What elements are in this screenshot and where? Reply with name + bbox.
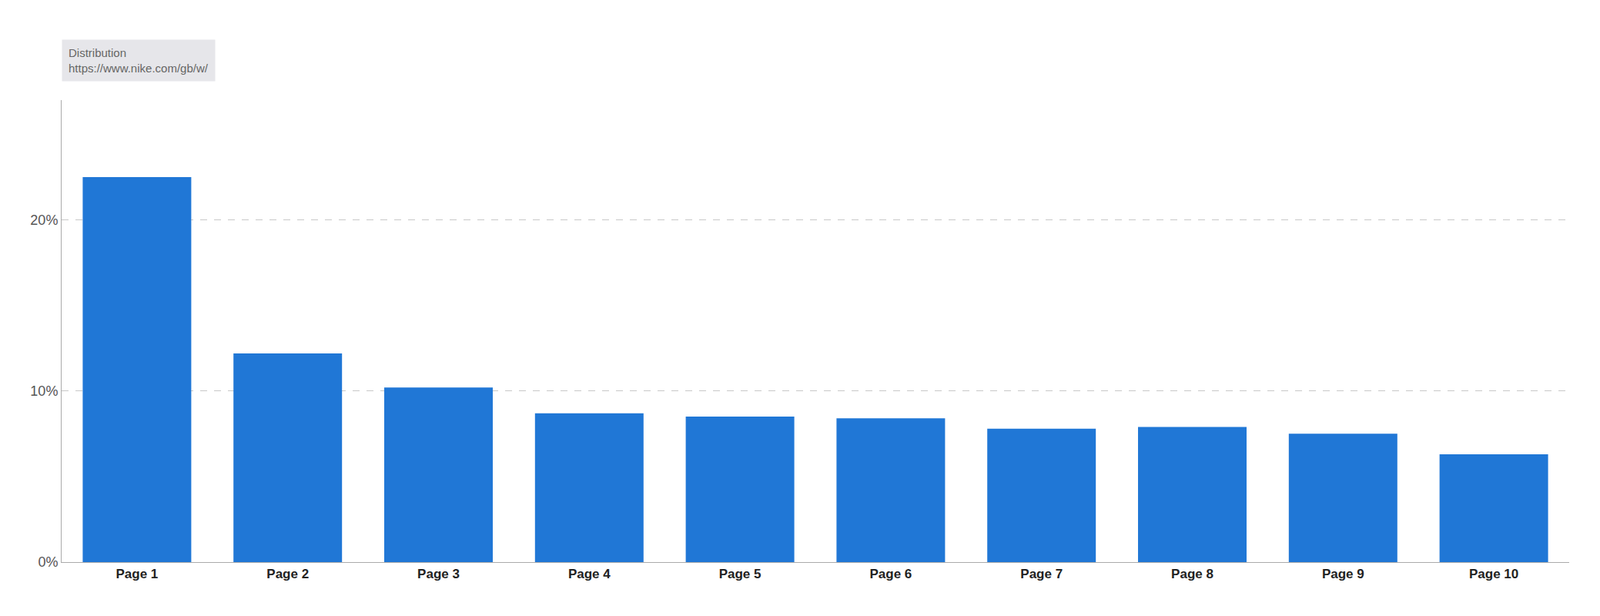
svg-text:Page 4: Page 4 <box>568 566 611 582</box>
svg-text:Page 1: Page 1 <box>115 566 158 582</box>
svg-text:Page 8: Page 8 <box>1171 566 1214 582</box>
svg-text:Page 10: Page 10 <box>1469 566 1519 582</box>
svg-text:20%: 20% <box>30 212 58 228</box>
svg-text:Page 2: Page 2 <box>266 566 309 582</box>
svg-text:10%: 10% <box>30 383 58 399</box>
svg-text:Page 5: Page 5 <box>719 566 762 582</box>
svg-text:0%: 0% <box>37 554 58 570</box>
svg-text:Page 9: Page 9 <box>1322 566 1365 582</box>
svg-text:Page 7: Page 7 <box>1020 566 1063 582</box>
svg-text:Distributionhttps://www.nike.c: Distributionhttps://www.nike.com/gb/w/ <box>68 46 209 75</box>
svg-text:Page 3: Page 3 <box>417 566 460 582</box>
svg-text:Page 6: Page 6 <box>869 566 912 582</box>
